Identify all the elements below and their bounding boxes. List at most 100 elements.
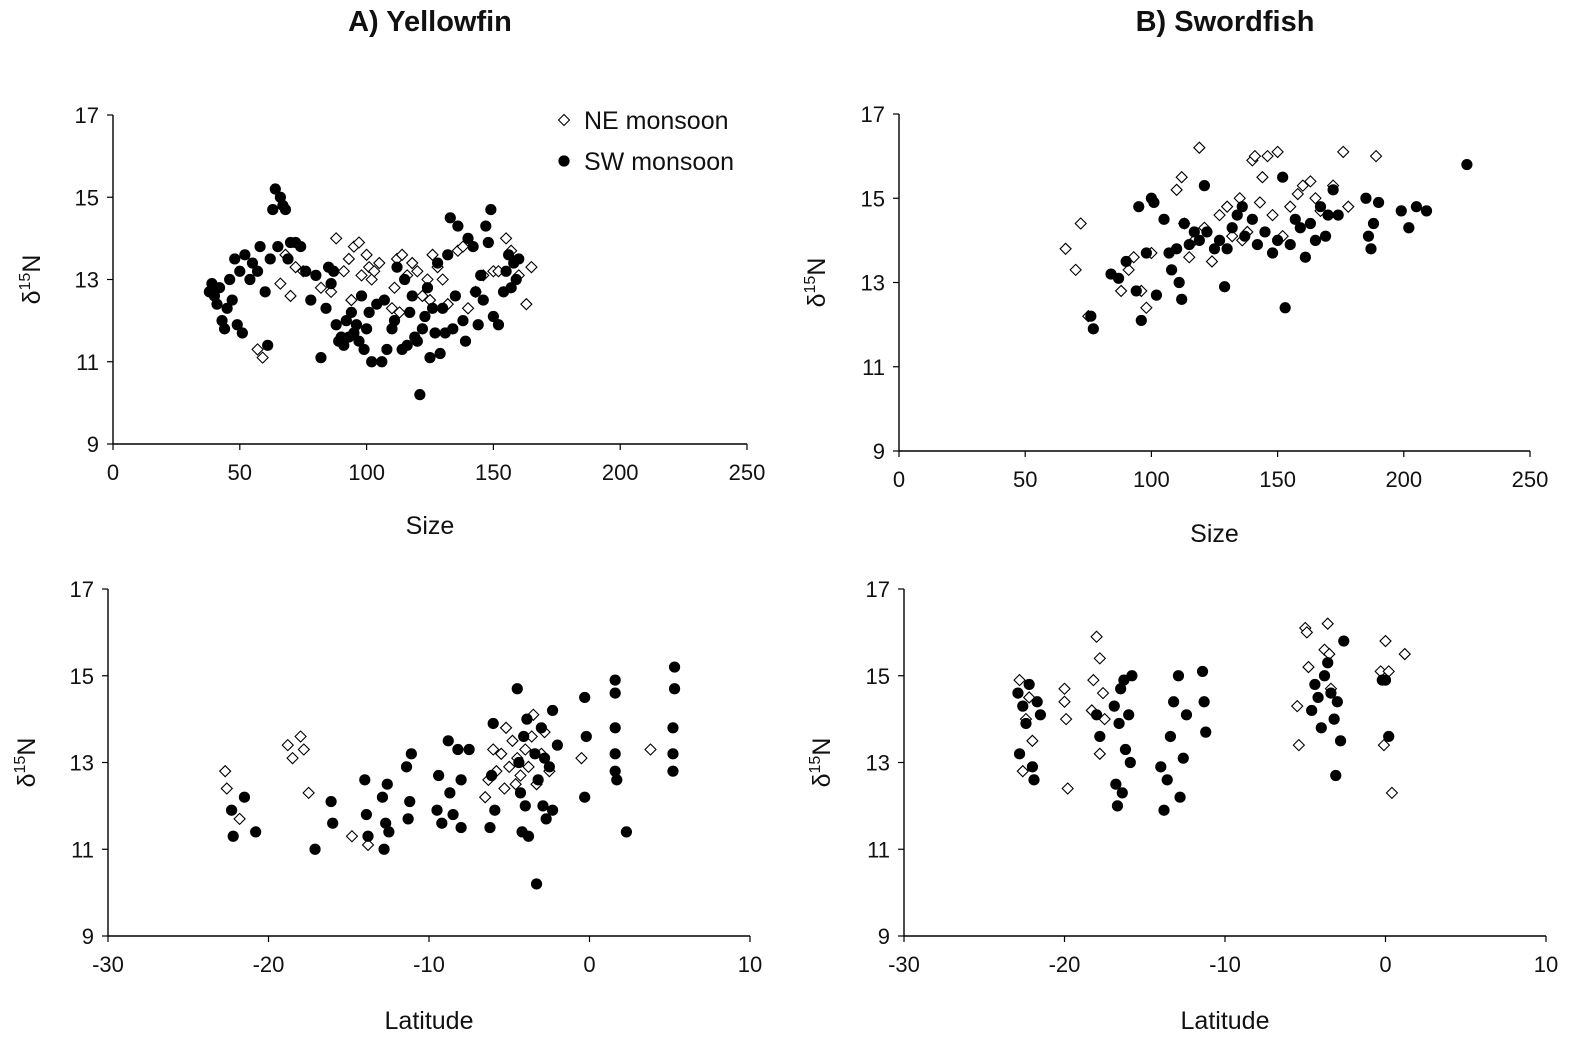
sw-monsoon-point: [463, 743, 475, 756]
x-tick-label: 0: [107, 460, 119, 485]
x-tick-label: 0: [1379, 952, 1391, 977]
sw-monsoon-point: [231, 319, 243, 331]
sw-monsoon-point: [1183, 238, 1195, 251]
sw-monsoon-point: [1020, 717, 1032, 730]
sw-monsoon-point: [1133, 201, 1145, 213]
sw-monsoon-point: [300, 265, 312, 277]
sw-monsoon-point: [514, 787, 527, 799]
sw-monsoon-point: [510, 273, 522, 286]
ne-monsoon-point: [1069, 263, 1082, 277]
sw-monsoon-point: [579, 791, 591, 803]
y-axis-label-n: N: [803, 258, 831, 276]
y-tick-label: 11: [862, 355, 885, 380]
sw-monsoon-point: [429, 327, 441, 339]
sw-monsoon-point: [1289, 213, 1301, 225]
sw-monsoon-point: [447, 323, 459, 335]
ne-monsoon-point: [1300, 626, 1314, 639]
sw-monsoon-point: [406, 290, 418, 302]
ne-monsoon-point: [345, 293, 358, 307]
ne-monsoon-point: [233, 812, 246, 826]
ne-monsoon-point: [337, 264, 351, 278]
ne-monsoon-point: [494, 747, 508, 761]
sw-monsoon-point: [513, 756, 525, 769]
sw-monsoon-point: [345, 306, 357, 318]
sw-monsoon-point: [1180, 709, 1193, 721]
legend: NE monsoon SW monsoon: [557, 107, 734, 176]
ne-monsoon-point: [388, 281, 401, 295]
sw-monsoon-point: [521, 713, 533, 725]
sw-monsoon-point: [269, 183, 281, 195]
y-tick-label: 11: [867, 837, 890, 862]
x-tick-label: -30: [888, 952, 920, 977]
ne-monsoon-point: [1182, 250, 1196, 264]
ne-monsoon-point: [456, 240, 470, 253]
sw-monsoon-point: [546, 704, 559, 717]
sw-monsoon-point: [229, 253, 241, 265]
ne-monsoon-point: [499, 232, 513, 245]
ne-monsoon-point: [393, 306, 406, 319]
ne-monsoon-point: [1114, 284, 1128, 298]
ne-monsoon-point: [1271, 145, 1284, 159]
sw-monsoon-point: [378, 843, 390, 855]
sw-monsoon-point: [1115, 683, 1127, 695]
sw-monsoon-point: [254, 241, 266, 253]
sw-monsoon-point: [475, 269, 487, 281]
x-tick-label: 100: [1133, 467, 1170, 492]
sw-monsoon-point: [1130, 285, 1142, 297]
ne-monsoon-point: [1140, 301, 1153, 315]
ne-monsoon-point: [367, 264, 381, 278]
sw-monsoon-point: [580, 730, 592, 743]
sw-monsoon-point: [404, 795, 416, 808]
sw-monsoon-point: [218, 323, 231, 335]
sw-monsoon-point: [404, 306, 416, 318]
sw-monsoon-point: [309, 843, 321, 855]
sw-monsoon-point: [251, 265, 264, 277]
legend-sw-monsoon-label: SW monsoon: [584, 148, 734, 176]
sw-monsoon-point: [239, 249, 251, 261]
sw-monsoon-point: [1322, 209, 1334, 221]
ne-monsoon-point: [520, 297, 533, 311]
ne-monsoon-point: [294, 730, 307, 743]
ne-monsoon-point: [1304, 175, 1317, 188]
ne-monsoon-point: [1341, 200, 1355, 213]
y-axis-label-superscript: 15: [12, 756, 29, 774]
y-axis-label-superscript: 15: [807, 756, 824, 774]
ne-monsoon-point: [1292, 738, 1306, 752]
y-tick-label: 17: [75, 103, 99, 128]
sw-monsoon-point: [1246, 213, 1258, 225]
sw-monsoon-point: [1410, 201, 1423, 213]
x-tick-label: -20: [253, 952, 285, 977]
ne-monsoon-point: [355, 269, 368, 282]
y-axis-label-n: N: [808, 738, 836, 756]
sw-monsoon-point: [1017, 700, 1029, 712]
sw-monsoon-point: [1028, 774, 1040, 786]
ne-monsoon-point: [405, 256, 419, 270]
sw-monsoon-point: [1272, 234, 1284, 246]
sw-monsoon-point: [1277, 171, 1289, 183]
sw-monsoon-point: [1158, 804, 1170, 816]
ne-monsoon-point: [1291, 187, 1305, 201]
sw-monsoon-point: [421, 282, 434, 294]
ne-monsoon-point: [302, 786, 315, 800]
sw-monsoon-point: [484, 821, 496, 834]
ne-monsoon-point: [1058, 695, 1071, 709]
ne-monsoon-point: [361, 838, 375, 852]
sw-monsoon-point: [444, 787, 456, 799]
y-tick-label: 9: [878, 924, 890, 949]
sw-monsoon-point: [432, 257, 444, 269]
sw-monsoon-point: [1383, 730, 1395, 743]
sw-monsoon-point: [529, 748, 541, 760]
sw-monsoon-point: [400, 761, 413, 773]
sw-monsoon-point: [513, 253, 525, 265]
sw-monsoon-point: [609, 722, 621, 734]
sw-monsoon-point: [1299, 251, 1311, 263]
x-tick-label: 10: [1534, 952, 1558, 977]
sw-monsoon-point: [246, 257, 259, 269]
ne-monsoon-point: [1059, 242, 1072, 256]
sw-monsoon-point: [620, 826, 633, 838]
sw-monsoon-point: [1315, 722, 1327, 734]
sw-monsoon-point: [238, 791, 251, 803]
legend-ne-monsoon-marker: [557, 113, 571, 127]
